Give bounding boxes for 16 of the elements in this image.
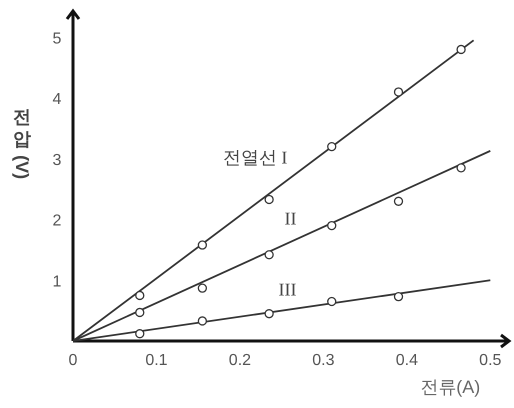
- x-tick-label: 0.4: [396, 352, 418, 369]
- y-tick-label: 1: [52, 273, 62, 290]
- series-label: 전열선 I: [222, 148, 288, 168]
- ylabel: 전압(V): [12, 107, 32, 180]
- y-tick-label: 2: [52, 212, 62, 230]
- x-tick-label: 0.5: [479, 352, 502, 369]
- series-label: III: [278, 280, 297, 300]
- x-tick-label: 0.1: [145, 352, 168, 369]
- y-tick-label: 5: [52, 30, 62, 48]
- y-tick-label: 4: [52, 91, 62, 108]
- x-tick-label: 0: [68, 352, 78, 369]
- x-axis-title: 전류(A): [420, 377, 480, 397]
- x-tick-label: 0.3: [312, 352, 335, 369]
- y-tick-label: 3: [52, 152, 62, 169]
- x-tick-label: 0.2: [228, 352, 252, 369]
- series-label: II: [284, 208, 297, 228]
